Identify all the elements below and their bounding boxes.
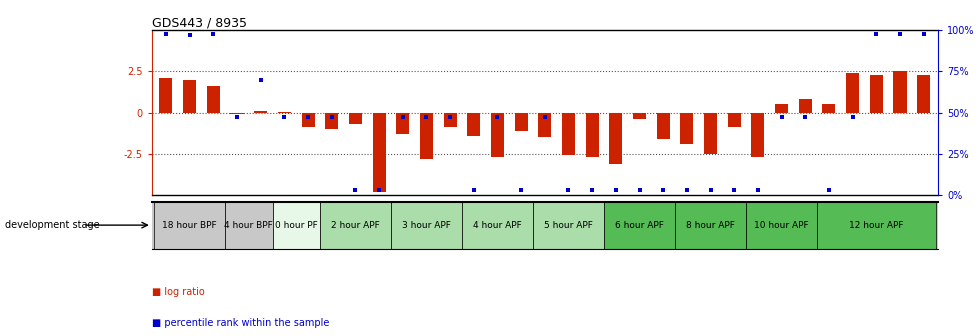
Bar: [538, 113, 551, 137]
Bar: [514, 113, 527, 131]
Bar: [727, 113, 740, 127]
Point: [252, 77, 268, 82]
Text: 6 hour APF: 6 hour APF: [614, 221, 663, 229]
Point: [347, 187, 363, 193]
Point: [229, 115, 244, 120]
Bar: [278, 112, 290, 113]
Point: [419, 115, 434, 120]
Bar: [745, 202, 817, 249]
Bar: [373, 113, 385, 192]
Text: 10 hour APF: 10 hour APF: [753, 221, 808, 229]
Point: [442, 115, 458, 120]
Bar: [845, 73, 859, 113]
Bar: [206, 86, 220, 113]
Text: GDS443 / 8935: GDS443 / 8935: [152, 16, 246, 29]
Text: 2 hour APF: 2 hour APF: [331, 221, 379, 229]
Text: development stage: development stage: [5, 220, 100, 230]
Bar: [916, 75, 929, 113]
Point: [276, 115, 291, 120]
Bar: [420, 113, 432, 159]
Bar: [798, 99, 811, 113]
Bar: [561, 113, 574, 155]
Point: [489, 115, 505, 120]
Point: [205, 31, 221, 36]
Bar: [608, 113, 622, 164]
Point: [726, 187, 741, 193]
Bar: [680, 113, 692, 144]
Point: [631, 187, 646, 193]
Point: [560, 187, 576, 193]
Text: 4 hour BPF: 4 hour BPF: [224, 221, 273, 229]
Bar: [703, 113, 716, 154]
Bar: [656, 113, 669, 139]
Point: [158, 31, 174, 36]
Bar: [254, 111, 267, 113]
Bar: [893, 72, 906, 113]
Bar: [868, 75, 882, 113]
Bar: [325, 113, 337, 129]
Bar: [443, 113, 456, 127]
Bar: [348, 113, 362, 124]
Bar: [675, 202, 745, 249]
Bar: [775, 104, 787, 113]
Bar: [490, 113, 504, 157]
Text: ■ percentile rank within the sample: ■ percentile rank within the sample: [152, 318, 329, 328]
Bar: [751, 113, 764, 157]
Bar: [230, 113, 244, 114]
Bar: [817, 202, 935, 249]
Bar: [396, 113, 409, 134]
Point: [607, 187, 623, 193]
Point: [512, 187, 528, 193]
Text: 0 hour PF: 0 hour PF: [275, 221, 317, 229]
Bar: [532, 202, 603, 249]
Text: 18 hour BPF: 18 hour BPF: [162, 221, 217, 229]
Point: [324, 115, 339, 120]
Point: [867, 31, 883, 36]
Point: [584, 187, 600, 193]
Bar: [467, 113, 480, 136]
Bar: [159, 78, 172, 113]
Point: [702, 187, 718, 193]
Point: [182, 33, 198, 38]
Point: [466, 187, 481, 193]
Text: 12 hour APF: 12 hour APF: [848, 221, 903, 229]
Bar: [462, 202, 532, 249]
Text: 3 hour APF: 3 hour APF: [402, 221, 451, 229]
Point: [749, 187, 765, 193]
Bar: [320, 202, 390, 249]
Point: [844, 115, 860, 120]
Text: 5 hour APF: 5 hour APF: [544, 221, 593, 229]
Bar: [603, 202, 675, 249]
Point: [821, 187, 836, 193]
Point: [797, 115, 813, 120]
Point: [914, 31, 930, 36]
Text: ■ log ratio: ■ log ratio: [152, 287, 204, 297]
Bar: [585, 113, 599, 157]
Point: [654, 187, 670, 193]
Point: [300, 115, 316, 120]
Point: [773, 115, 788, 120]
Point: [371, 187, 386, 193]
Point: [536, 115, 552, 120]
Point: [891, 31, 907, 36]
Bar: [822, 104, 834, 113]
Bar: [390, 202, 462, 249]
Bar: [272, 202, 320, 249]
Text: 4 hour APF: 4 hour APF: [472, 221, 521, 229]
Point: [394, 115, 410, 120]
Point: [679, 187, 694, 193]
Bar: [633, 113, 645, 119]
Bar: [183, 80, 196, 113]
Bar: [301, 113, 314, 127]
Bar: [154, 202, 225, 249]
Bar: [225, 202, 272, 249]
Text: 8 hour APF: 8 hour APF: [686, 221, 734, 229]
